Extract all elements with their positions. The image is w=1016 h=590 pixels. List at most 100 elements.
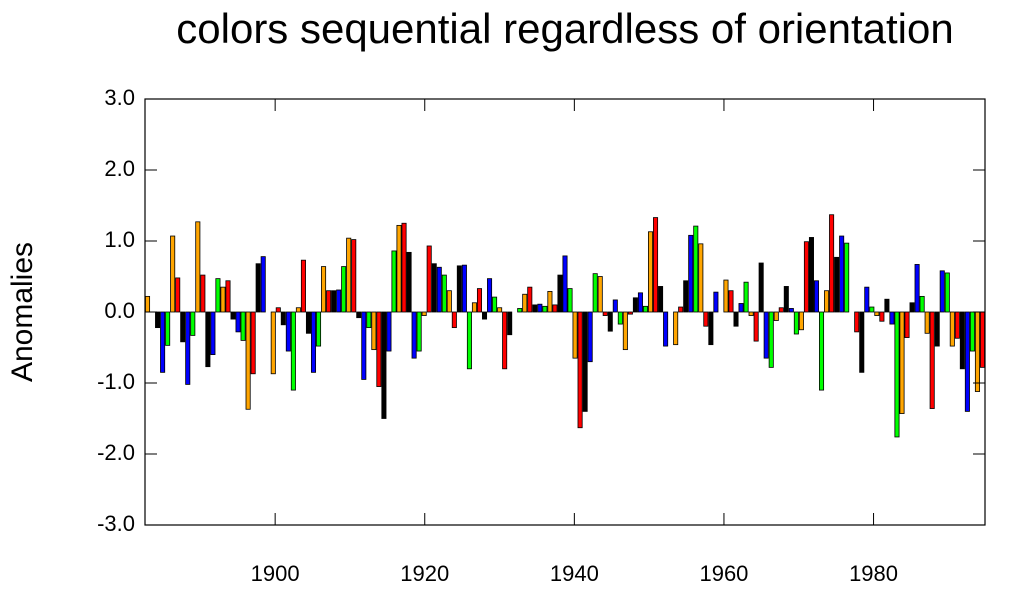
bar	[331, 290, 337, 313]
bar	[688, 234, 694, 313]
bar	[391, 250, 397, 313]
bar	[653, 217, 659, 313]
bar	[929, 311, 935, 409]
bar	[803, 241, 809, 313]
bar	[371, 311, 377, 351]
bar	[663, 311, 669, 347]
bar	[482, 311, 488, 320]
bar	[557, 274, 563, 313]
bar	[793, 311, 799, 335]
bar	[396, 224, 402, 313]
bar	[708, 311, 714, 346]
bar	[381, 311, 387, 419]
bar	[376, 311, 382, 387]
bar	[632, 297, 638, 313]
bar	[416, 311, 422, 352]
bar	[431, 263, 437, 313]
bar	[527, 286, 533, 313]
bar	[471, 302, 477, 313]
bar	[461, 264, 467, 313]
bar	[366, 311, 372, 329]
bar	[552, 304, 558, 313]
bar	[587, 311, 593, 363]
bar	[607, 311, 613, 332]
bar	[778, 307, 784, 313]
bar	[190, 311, 196, 336]
bar	[813, 280, 820, 313]
bar	[220, 286, 226, 313]
bar	[310, 311, 317, 373]
bar	[683, 280, 689, 313]
bar	[642, 305, 648, 313]
bar	[969, 311, 975, 352]
bar	[869, 306, 875, 313]
bar	[753, 311, 759, 342]
bar	[326, 290, 332, 313]
x-tick-label: 1920	[400, 561, 449, 586]
bar	[145, 295, 151, 313]
bar	[959, 311, 965, 370]
bar	[411, 311, 417, 359]
bar	[974, 311, 980, 392]
bar	[426, 245, 432, 313]
bar	[819, 311, 825, 391]
y-tick-label: -3.0	[97, 511, 135, 536]
x-tick-label: 1940	[550, 561, 599, 586]
bar	[356, 311, 362, 319]
bar	[180, 311, 186, 343]
bar	[537, 303, 543, 313]
y-tick-label: 0.0	[104, 298, 135, 323]
bar	[316, 311, 322, 347]
y-tick-label: 1.0	[104, 227, 135, 252]
bar	[260, 256, 266, 313]
bar	[446, 290, 452, 313]
bar	[658, 286, 664, 313]
bar	[205, 311, 211, 368]
bar	[904, 311, 910, 338]
bar	[170, 235, 176, 313]
bar	[225, 280, 231, 313]
bar	[175, 277, 181, 313]
bar	[738, 303, 744, 313]
bar	[240, 311, 246, 341]
bar	[305, 311, 311, 334]
bar	[351, 239, 357, 313]
bar	[919, 295, 925, 313]
y-tick-label: -1.0	[97, 369, 135, 394]
bar	[165, 311, 171, 346]
bar	[456, 265, 462, 313]
bar	[295, 307, 301, 313]
bar	[829, 214, 835, 313]
bar	[844, 242, 850, 313]
bar	[290, 311, 296, 391]
y-axis-label: Anomalies	[6, 242, 39, 382]
bar	[577, 311, 583, 429]
bar	[285, 311, 291, 352]
bar	[451, 311, 457, 329]
bar	[612, 299, 618, 313]
bar	[275, 307, 281, 313]
bar	[200, 274, 206, 313]
bar	[839, 235, 845, 313]
bar	[421, 311, 427, 316]
y-tick-label: 2.0	[104, 156, 135, 181]
bar	[964, 311, 970, 412]
bar	[572, 311, 578, 359]
bar	[155, 311, 161, 329]
bar	[678, 306, 684, 313]
bar	[230, 311, 236, 320]
x-tick-label: 1960	[699, 561, 748, 586]
bar	[507, 311, 513, 336]
bar	[703, 311, 709, 327]
bar	[582, 311, 588, 412]
bar	[270, 311, 276, 375]
chart-title: colors sequential regardless of orientat…	[176, 5, 953, 52]
bar	[321, 266, 327, 313]
bar	[758, 262, 764, 313]
bar	[622, 311, 628, 351]
bar	[280, 311, 286, 326]
bar	[235, 311, 241, 333]
bar	[834, 256, 840, 313]
bar	[914, 264, 920, 313]
